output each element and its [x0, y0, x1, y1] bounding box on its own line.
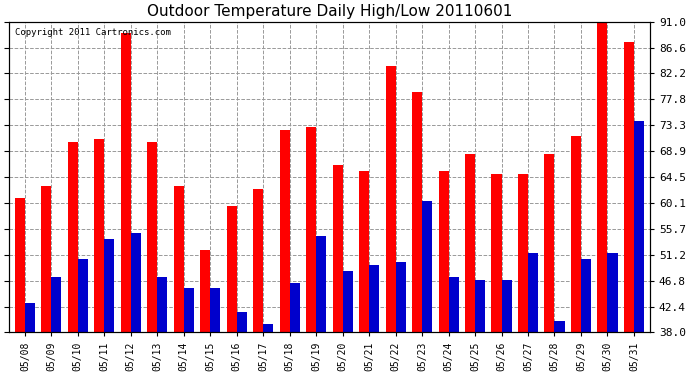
Bar — [263, 324, 273, 375]
Bar — [465, 154, 475, 375]
Bar — [359, 171, 369, 375]
Bar — [121, 33, 131, 375]
Bar — [395, 262, 406, 375]
Bar — [518, 174, 528, 375]
Bar — [343, 271, 353, 375]
Bar — [528, 253, 538, 375]
Bar — [369, 265, 380, 375]
Bar — [95, 139, 104, 375]
Bar — [15, 198, 25, 375]
Bar — [439, 171, 449, 375]
Bar — [290, 283, 299, 375]
Bar — [502, 280, 511, 375]
Bar — [131, 233, 141, 375]
Bar — [51, 277, 61, 375]
Bar — [475, 280, 485, 375]
Bar — [306, 127, 316, 375]
Bar — [184, 288, 194, 375]
Bar — [104, 238, 115, 375]
Bar — [581, 259, 591, 375]
Bar — [491, 174, 502, 375]
Bar — [78, 259, 88, 375]
Bar — [68, 142, 78, 375]
Bar — [157, 277, 168, 375]
Bar — [279, 130, 290, 375]
Bar — [544, 154, 555, 375]
Title: Outdoor Temperature Daily High/Low 20110601: Outdoor Temperature Daily High/Low 20110… — [147, 4, 512, 19]
Bar — [422, 201, 432, 375]
Bar — [624, 42, 634, 375]
Bar — [448, 277, 459, 375]
Bar — [571, 136, 581, 375]
Bar — [555, 321, 564, 375]
Bar — [412, 92, 422, 375]
Bar — [634, 122, 644, 375]
Bar — [253, 189, 263, 375]
Bar — [147, 142, 157, 375]
Text: Copyright 2011 Cartronics.com: Copyright 2011 Cartronics.com — [15, 28, 171, 37]
Bar — [227, 206, 237, 375]
Bar — [598, 19, 607, 375]
Bar — [200, 251, 210, 375]
Bar — [316, 236, 326, 375]
Bar — [41, 186, 51, 375]
Bar — [607, 253, 618, 375]
Bar — [333, 165, 343, 375]
Bar — [25, 303, 35, 375]
Bar — [237, 312, 247, 375]
Bar — [210, 288, 220, 375]
Bar — [174, 186, 184, 375]
Bar — [386, 66, 395, 375]
